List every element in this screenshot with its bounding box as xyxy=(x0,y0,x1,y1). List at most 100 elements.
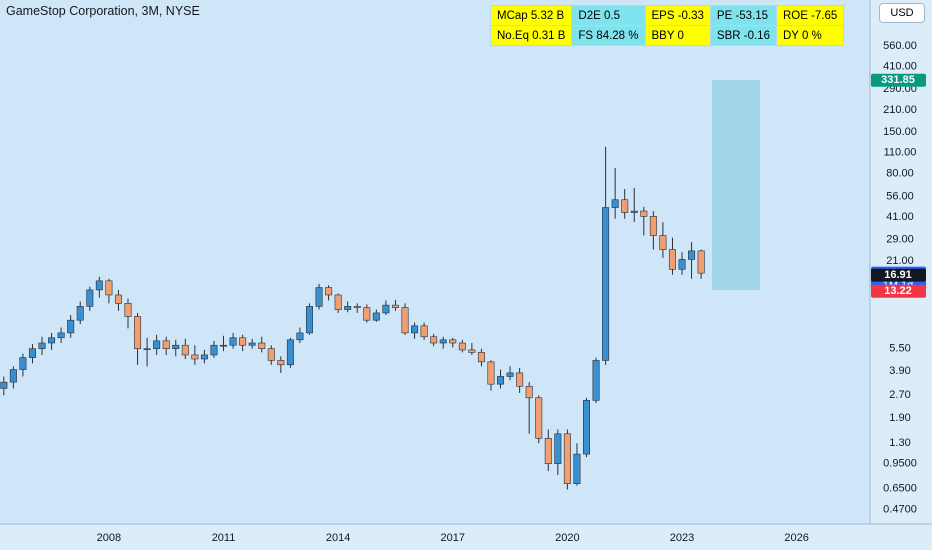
candle-body xyxy=(430,336,438,344)
price-tag xyxy=(871,73,926,87)
candle-body xyxy=(439,339,447,344)
candle-body xyxy=(391,304,399,308)
candle-body xyxy=(630,210,638,213)
candle-body xyxy=(697,250,705,274)
y-tick-label: 41.00 xyxy=(886,211,914,223)
candle-body xyxy=(28,348,36,358)
info-cell: BBY 0 xyxy=(644,25,711,46)
candle-body xyxy=(9,369,17,383)
info-cell: MCap 5.32 B xyxy=(489,5,573,26)
candle-body xyxy=(468,349,476,353)
candle-body xyxy=(258,342,266,350)
y-tick-label: 150.00 xyxy=(883,126,917,138)
candle-body xyxy=(668,249,676,270)
candle-body xyxy=(57,332,65,339)
candle-body xyxy=(611,199,619,208)
candle-body xyxy=(48,337,56,344)
price-tag-label: 16.91 xyxy=(884,269,912,281)
candle-body xyxy=(267,348,275,361)
candle-body xyxy=(305,306,313,334)
currency-button[interactable]: USD xyxy=(879,3,925,23)
candle-body xyxy=(411,325,419,334)
y-tick-label: 0.4700 xyxy=(883,504,917,516)
y-tick-label: 5.50 xyxy=(889,343,910,355)
projection-box xyxy=(712,80,760,290)
candle-body xyxy=(382,304,390,314)
candle-body xyxy=(640,210,648,217)
candle-body xyxy=(497,376,505,385)
info-cell: EPS -0.33 xyxy=(644,5,711,26)
candle-body xyxy=(353,306,361,308)
y-tick-label: 0.9500 xyxy=(883,458,917,470)
info-row: No.Eq 0.31 B FS 84.28 % BBY 0 SBR -0.16 … xyxy=(489,25,845,46)
candle-body xyxy=(296,332,304,341)
info-cell: FS 84.28 % xyxy=(571,25,646,46)
candle-body xyxy=(372,312,380,321)
candle-body xyxy=(286,339,294,366)
candle-body xyxy=(38,342,46,350)
candle-body xyxy=(181,344,189,356)
candle-body xyxy=(563,433,571,484)
info-row: MCap 5.32 B D2E 0.5 EPS -0.33 PE -53.15 … xyxy=(489,5,845,26)
y-tick-label: 1.30 xyxy=(889,437,910,449)
y-tick-label: 110.00 xyxy=(884,146,917,158)
x-tick-label: 2011 xyxy=(212,532,236,544)
info-cell: SBR -0.16 xyxy=(709,25,777,46)
info-cell: D2E 0.5 xyxy=(571,5,646,26)
x-tick-label: 2017 xyxy=(441,532,465,544)
candle-body xyxy=(678,259,686,270)
price-tag-label: 13.22 xyxy=(884,285,912,297)
y-tick-label: 2.70 xyxy=(889,389,910,401)
candle-body xyxy=(449,339,457,344)
candle-body xyxy=(220,344,228,347)
y-tick-label: 210.00 xyxy=(883,104,917,116)
candle-body xyxy=(334,294,342,310)
price-tag-label: 331.85 xyxy=(881,74,915,86)
candle-body xyxy=(105,280,113,296)
candle-body xyxy=(688,250,696,260)
candle-body xyxy=(248,342,256,346)
candle-body xyxy=(535,397,543,439)
candle-body xyxy=(86,289,94,307)
y-tick-label: 560.00 xyxy=(883,40,917,52)
candle-body xyxy=(229,337,237,346)
candle-body xyxy=(659,235,667,250)
candle-body xyxy=(114,294,122,304)
candle-body xyxy=(506,372,514,377)
candle-body xyxy=(573,453,581,484)
info-cell: No.Eq 0.31 B xyxy=(489,25,573,46)
candle-body xyxy=(162,340,170,350)
y-tick-label: 1.90 xyxy=(889,412,910,424)
candle-body xyxy=(544,438,552,464)
y-tick-label: 410.00 xyxy=(883,60,917,72)
candle-body xyxy=(401,307,409,334)
x-tick-label: 2026 xyxy=(784,532,808,544)
candle-body xyxy=(554,433,562,464)
candle-body xyxy=(344,306,352,310)
candle-body xyxy=(525,385,533,399)
candle-body xyxy=(95,280,103,291)
y-tick-label: 0.6500 xyxy=(883,482,917,494)
candle-body xyxy=(200,354,208,360)
x-tick-label: 2020 xyxy=(555,532,579,544)
info-table: MCap 5.32 B D2E 0.5 EPS -0.33 PE -53.15 … xyxy=(489,5,845,46)
candle-body xyxy=(602,207,610,361)
candle-body xyxy=(172,344,180,350)
candle-body xyxy=(277,360,285,366)
candle-body xyxy=(76,306,84,321)
candle-body xyxy=(134,316,142,350)
price-tag xyxy=(871,268,926,282)
candle-body xyxy=(315,287,323,307)
candle-body xyxy=(487,361,495,385)
candle-body xyxy=(420,325,428,338)
candle-body xyxy=(19,357,27,370)
x-tick-label: 2008 xyxy=(97,532,121,544)
info-cell: ROE -7.65 xyxy=(775,5,845,26)
info-cell: DY 0 % xyxy=(775,25,845,46)
candle-body xyxy=(621,199,629,213)
candle-body xyxy=(143,348,151,351)
candle-body xyxy=(582,400,590,455)
y-tick-label: 80.00 xyxy=(886,167,914,179)
